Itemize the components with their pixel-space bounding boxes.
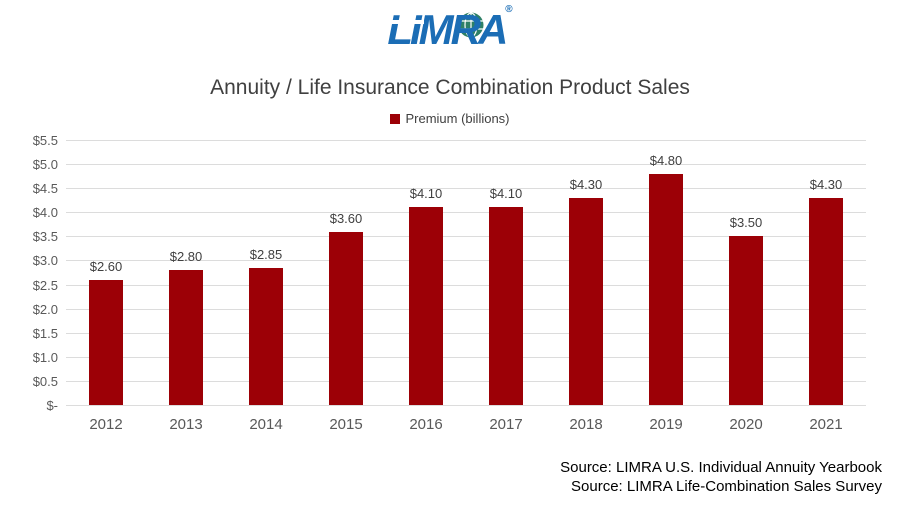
bar-value-label: $4.80 (649, 153, 683, 168)
bar-value-label: $4.10 (409, 186, 443, 201)
x-axis: 2012 2013 2014 2015 2016 2017 2018 2019 2020 2021 (66, 416, 866, 433)
bar-value-label: $4.10 (489, 186, 523, 201)
gridline (66, 380, 866, 382)
limra-logo-text: LIMRA (387, 6, 508, 53)
source-line-2: Source: LIMRA Life-Combination Sales Sur… (571, 478, 882, 495)
y-tick-label: $4.0 (32, 205, 58, 221)
gridline (66, 405, 866, 406)
x-tick-label: 2013 (169, 416, 203, 433)
y-axis: $5.5 $5.0 $4.5 $4.0 $3.5 $3.0 $2.5 $2.0 $1.5 $1.0… (20, 133, 58, 413)
bar-value-label: $3.50 (729, 215, 763, 230)
y-tick-label: $2.5 (32, 277, 58, 293)
chart-title: Annuity / Life Insurance Combination Pro… (210, 76, 690, 99)
source-notes: Source: LIMRA U.S. Individual Annuity Ye… (560, 458, 882, 496)
bar-2019 (649, 174, 683, 405)
bar-value-label: $4.30 (569, 177, 603, 192)
y-tick-label: $3.5 (32, 229, 58, 245)
bar-2018 (569, 198, 603, 405)
bar-value-label: $2.85 (249, 247, 283, 262)
bar-value-label: $2.60 (89, 259, 123, 274)
legend-swatch (390, 113, 401, 124)
gridline (66, 284, 866, 286)
source-line-1: Source: LIMRA U.S. Individual Annuity Ye… (560, 459, 882, 476)
plot-area: $2.60 $2.80 $2.85 $3.60 $4.10 $4.10 $4.30 $4.80… (66, 140, 866, 406)
gridline (66, 260, 866, 262)
registered-mark: ® (505, 4, 513, 15)
bar-2016 (409, 207, 443, 405)
gridline (66, 308, 866, 310)
globe-icon (458, 12, 483, 38)
x-tick-label: 2014 (249, 416, 283, 433)
x-tick-label: 2015 (329, 416, 363, 433)
y-tick-label: $3.0 (32, 253, 58, 269)
gridline (66, 140, 866, 141)
limra-logo-inner: LIMRA® (387, 4, 513, 56)
x-tick-label: 2021 (809, 416, 843, 433)
gridline (66, 212, 866, 214)
x-tick-label: 2017 (489, 416, 523, 433)
bar-2012 (89, 280, 123, 405)
bar-2013 (169, 270, 203, 405)
gridline (66, 236, 866, 238)
y-tick-label: $1.0 (32, 349, 58, 365)
gridline (66, 188, 866, 190)
gridline (66, 164, 866, 166)
bar-chart: $5.5 $5.0 $4.5 $4.0 $3.5 $3.0 $2.5 $2.0 $1.5 $1.0… (20, 133, 880, 440)
x-tick-label: 2019 (649, 416, 683, 433)
gridline (66, 356, 866, 358)
y-tick-label: $4.5 (32, 181, 58, 197)
gridline (66, 332, 866, 334)
legend-label: Premium (billions) (405, 111, 510, 126)
y-tick-label: $2.0 (32, 301, 58, 317)
x-tick-label: 2016 (409, 416, 443, 433)
bar-2015 (329, 232, 363, 405)
bar-2021 (809, 198, 843, 405)
y-tick-label: $0.5 (32, 373, 58, 389)
y-tick-label: $- (46, 398, 58, 413)
bar-value-label: $4.30 (809, 177, 843, 192)
x-tick-label: 2020 (729, 416, 763, 433)
y-tick-label: $5.0 (32, 157, 58, 173)
logo-accent-stripe (388, 20, 425, 24)
bar-2017 (489, 207, 523, 405)
bar-value-label: $2.80 (169, 249, 203, 264)
bar-2020 (729, 236, 763, 405)
bar-value-label: $3.60 (329, 211, 363, 226)
bar-2014 (249, 268, 283, 405)
chart-legend: Premium (billions) (0, 111, 900, 126)
y-tick-label: $5.5 (32, 133, 58, 148)
x-tick-label: 2018 (569, 416, 603, 433)
x-tick-label: 2012 (89, 416, 123, 433)
y-tick-label: $1.5 (32, 325, 58, 341)
limra-logo: LIMRA® (0, 4, 900, 62)
